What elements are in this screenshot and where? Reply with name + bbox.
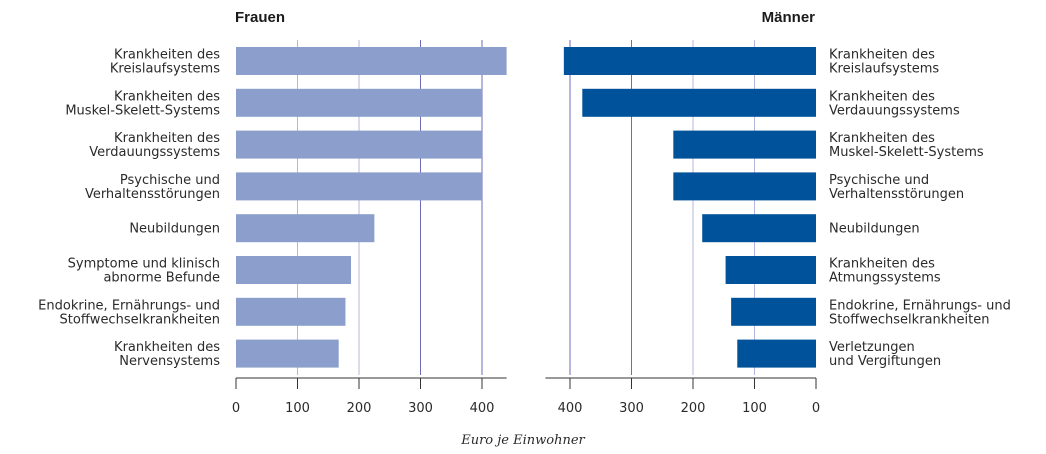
- p0-category-label-0: Krankheiten des Kreislaufsystems: [110, 48, 220, 77]
- p1-bar-4: [702, 214, 816, 243]
- p0-category-label-5: Symptome und klinisch abnorme Befunde: [68, 257, 220, 286]
- p0-category-line-1-1: Muskel-Skelett-Systems: [65, 103, 220, 118]
- p0-bar-3: [236, 172, 482, 201]
- p0-category-line-3-1: Verhaltensstörungen: [85, 187, 220, 202]
- p1-bar-5: [725, 256, 816, 284]
- maenner-title: Männer: [762, 9, 816, 26]
- p1-bar-6: [731, 297, 816, 326]
- p0-category-label-6: Endokrine, Ernährungs- und Stoffwechselkr…: [38, 298, 220, 327]
- maenner-panel: Krankheiten des KreislaufsystemsKrankheit…: [545, 40, 1011, 416]
- p0-bar-1: [236, 88, 482, 117]
- p0-category-line-2-1: Verdauungssystems: [89, 145, 220, 160]
- p1-category-line-2-1: Muskel-Skelett-Systems: [829, 145, 984, 160]
- p1-category-line-4-0: Neubildungen: [829, 222, 920, 237]
- p1-bar-2: [673, 130, 816, 159]
- p0-category-label-2: Krankheiten des Verdauungssystems: [89, 131, 220, 160]
- p1-tick-label-400: 400: [558, 401, 583, 416]
- p1-tick-label-200: 200: [681, 401, 706, 416]
- p1-bar-3: [673, 172, 816, 201]
- p0-tick-label-100: 100: [285, 401, 310, 416]
- p0-bar-5: [236, 256, 352, 284]
- p0-bar-6: [236, 297, 346, 326]
- frauen-panel: Krankheiten des KreislaufsystemsKrankheit…: [38, 40, 507, 416]
- p0-tick-label-0: 0: [232, 401, 240, 416]
- x-axis-label: Euro je Einwohner: [460, 433, 585, 448]
- p1-category-line-7-0: Verletzungen: [829, 340, 915, 355]
- p1-category-line-0-0: Krankheiten des: [829, 48, 935, 63]
- p0-tick-label-300: 300: [408, 401, 433, 416]
- p1-category-line-1-1: Verdauungssystems: [829, 103, 960, 118]
- p0-category-line-7-0: Krankheiten des: [114, 340, 220, 355]
- p0-category-line-5-1: abnorme Befunde: [103, 271, 220, 286]
- p1-category-label-7: Verletzungen und Vergiftungen: [829, 340, 941, 369]
- p1-tick-label-0: 0: [812, 401, 820, 416]
- p1-category-line-6-1: Stoffwechselkrankheiten: [829, 312, 989, 327]
- p1-category-line-3-0: Psychische und: [829, 173, 929, 188]
- p0-category-line-2-0: Krankheiten des: [114, 131, 220, 146]
- p1-category-label-0: Krankheiten des Kreislaufsystems: [829, 48, 939, 77]
- p0-category-label-1: Krankheiten des Muskel-Skelett-Systems: [65, 89, 220, 118]
- p1-category-label-2: Krankheiten des Muskel-Skelett-Systems: [829, 131, 984, 160]
- p0-category-label-7: Krankheiten des Nervensystems: [114, 340, 220, 369]
- p0-category-line-4-0: Neubildungen: [129, 222, 220, 237]
- p0-category-line-0-1: Kreislaufsystems: [110, 62, 220, 77]
- p1-category-label-6: Endokrine, Ernährungs- und Stoffwechselkr…: [829, 298, 1011, 327]
- p0-category-label-3: Psychische und Verhaltensstörungen: [85, 173, 220, 202]
- p0-bar-0: [236, 47, 507, 75]
- p0-category-label-4: Neubildungen: [129, 222, 220, 237]
- p0-bar-2: [236, 130, 482, 159]
- p1-category-line-7-1: und Vergiftungen: [829, 354, 941, 369]
- p0-category-line-7-1: Nervensystems: [119, 354, 220, 369]
- p1-category-line-0-1: Kreislaufsystems: [829, 62, 939, 77]
- p1-tick-label-300: 300: [619, 401, 644, 416]
- p0-tick-label-200: 200: [347, 401, 372, 416]
- p1-bar-1: [582, 88, 816, 117]
- p0-category-line-5-0: Symptome und klinisch: [68, 257, 220, 272]
- frauen-title: Frauen: [235, 9, 285, 26]
- p1-category-label-4: Neubildungen: [829, 222, 920, 237]
- p1-category-line-6-0: Endokrine, Ernährungs- und: [829, 298, 1011, 313]
- p0-category-line-6-0: Endokrine, Ernährungs- und: [38, 298, 220, 313]
- p1-category-line-2-0: Krankheiten des: [829, 131, 935, 146]
- p0-category-line-6-1: Stoffwechselkrankheiten: [60, 312, 220, 327]
- p1-category-line-5-1: Atmungssystems: [829, 271, 941, 286]
- p1-category-line-1-0: Krankheiten des: [829, 89, 935, 104]
- p0-bar-4: [236, 214, 375, 243]
- p1-tick-label-100: 100: [742, 401, 767, 416]
- p1-category-label-3: Psychische und Verhaltensstörungen: [829, 173, 964, 202]
- p1-category-line-3-1: Verhaltensstörungen: [829, 187, 964, 202]
- p1-bar-0: [563, 47, 816, 75]
- p1-category-label-1: Krankheiten des Verdauungssystems: [829, 89, 960, 118]
- p0-bar-7: [236, 339, 339, 368]
- p1-category-label-5: Krankheiten des Atmungssystems: [829, 257, 941, 286]
- p0-category-line-0-0: Krankheiten des: [114, 48, 220, 63]
- p0-category-line-3-0: Psychische und: [120, 173, 220, 188]
- p0-category-line-1-0: Krankheiten des: [114, 89, 220, 104]
- p1-bar-7: [737, 339, 816, 368]
- p0-tick-label-400: 400: [470, 401, 495, 416]
- p1-category-line-5-0: Krankheiten des: [829, 257, 935, 272]
